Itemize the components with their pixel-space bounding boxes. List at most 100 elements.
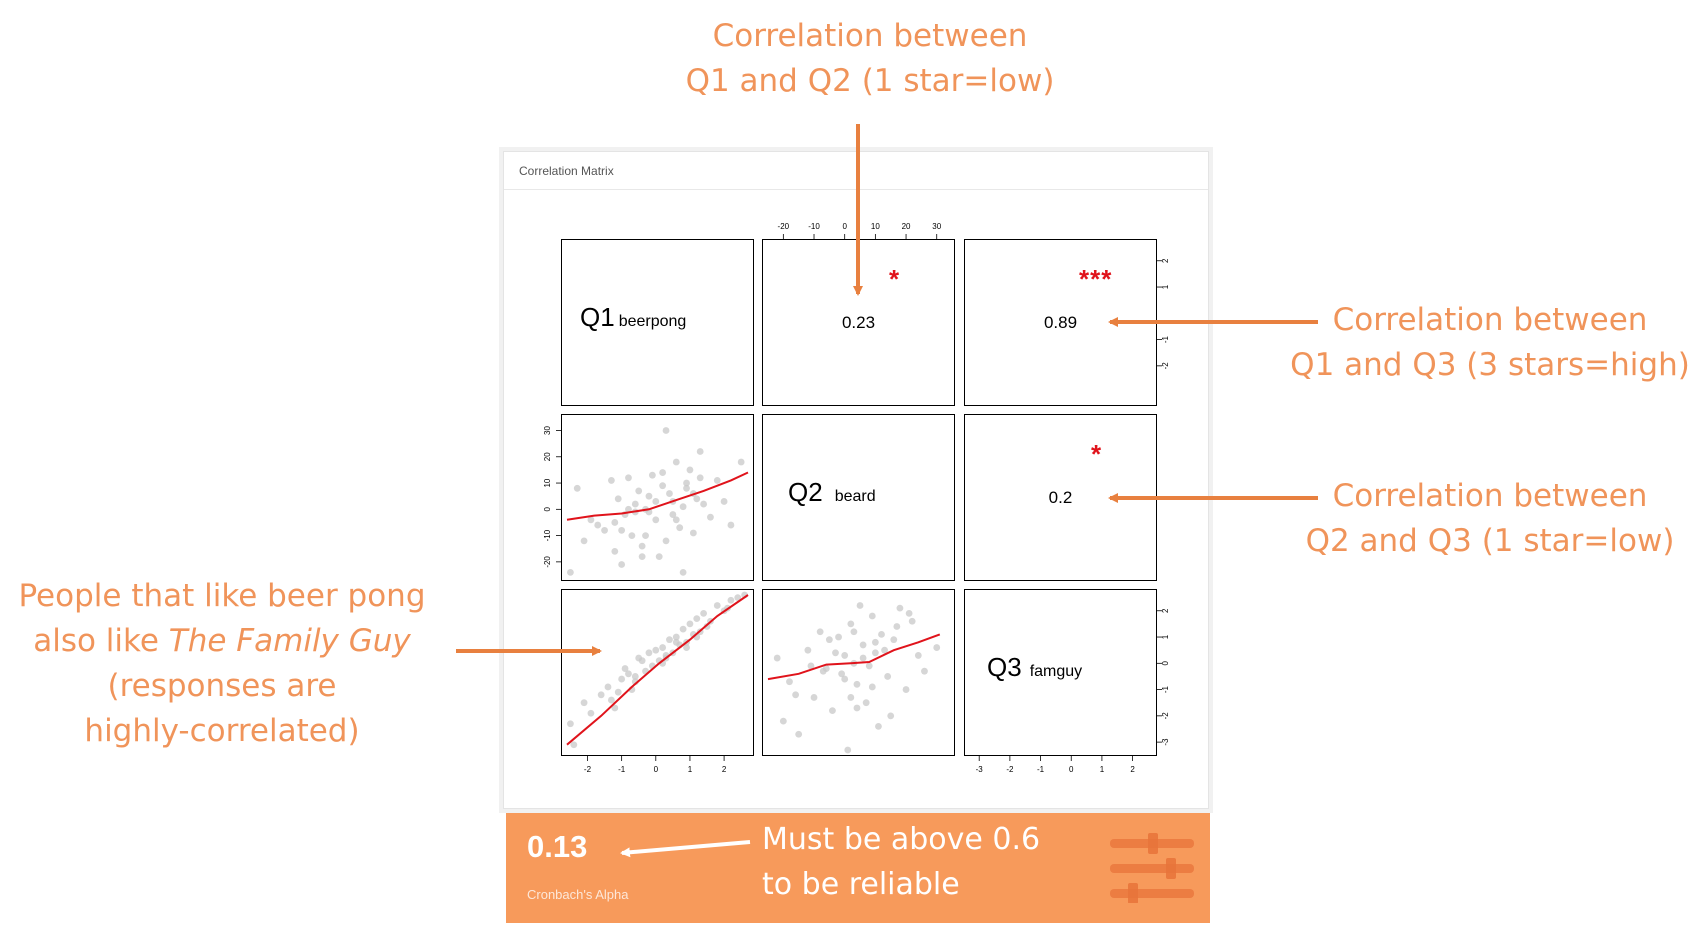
q3-q2-point [844, 746, 852, 754]
arrow-alpha [620, 840, 751, 858]
q3-q2-point [853, 680, 861, 688]
annotation-text: also like [33, 623, 169, 659]
q3-q2-point [878, 631, 885, 638]
q3-q1-point [567, 720, 574, 728]
tick-label: 1 [1100, 765, 1105, 774]
q2-q1-point [707, 513, 714, 521]
q3-q1-point [645, 649, 653, 657]
q3-q2-point [829, 707, 836, 714]
q2-q1-point [662, 427, 670, 434]
q3-q1-point [607, 696, 615, 704]
q2-q1-point [669, 511, 677, 518]
q3-q2-point [832, 649, 839, 657]
significance-stars: *** [1079, 264, 1113, 294]
q2-q1-point [696, 448, 704, 455]
tick-label: -20 [778, 222, 790, 231]
q2-q1-point [676, 524, 684, 532]
var-name: beard [834, 488, 876, 505]
q2-q1-point [648, 471, 656, 479]
tick-label: 0 [543, 507, 552, 512]
q2-q1-point [686, 466, 694, 474]
q2-q1-point [573, 484, 581, 492]
q3-q1-point [727, 596, 735, 604]
q2-q1-loess-line [566, 471, 749, 521]
q2-q1-point [727, 521, 735, 529]
q2-q1-point [587, 516, 595, 524]
q3-q1-point [713, 602, 721, 609]
tick-label: 10 [543, 478, 552, 487]
q2-q1-point [655, 553, 663, 561]
annotation-q1-q3: Correlation between Q1 and Q3 (3 stars=h… [1290, 298, 1690, 388]
var-code: Q1 [580, 302, 615, 332]
correlation-value: 0.23 [841, 313, 876, 332]
q3-q1-loess-line [566, 594, 749, 746]
q2-q1-point [607, 477, 615, 484]
q2-q1-point [679, 503, 687, 511]
q3-q2-point [905, 609, 913, 617]
tick-label: 0 [1069, 765, 1074, 774]
q3-q1-point [638, 657, 646, 665]
q2-q1-point [638, 553, 646, 561]
q3-q1-point [621, 665, 629, 672]
q3-q1-point [683, 644, 690, 651]
significance-stars: * [1091, 439, 1103, 469]
q3-q2-point [871, 638, 879, 646]
q2-q1-point [700, 500, 708, 508]
q2-q1-point [737, 458, 745, 466]
q3-q1-point [659, 644, 667, 651]
var-name: beerpong [618, 313, 687, 330]
q3-q2-point [871, 649, 879, 657]
var-code: Q3 [987, 652, 1022, 682]
tick-label: 20 [902, 222, 911, 231]
q3-q2-point [838, 670, 846, 678]
q3-q2-point [890, 636, 898, 644]
cell-diag-q2: Q2 beard [762, 414, 955, 581]
tick-label: 20 [543, 452, 552, 461]
tick-label: 10 [871, 222, 880, 231]
q3-q1-point [703, 623, 711, 630]
diag-label-q1: Q1 beerpong [580, 302, 686, 333]
q3-q1-point [614, 688, 622, 696]
q2-q1-point [713, 477, 721, 484]
sliders-icon[interactable] [1110, 833, 1194, 903]
q2-q1-point [720, 498, 728, 505]
tick-label: -20 [543, 556, 552, 568]
annotation-line: Correlation between [1332, 478, 1648, 514]
q3-q2-point [865, 662, 873, 670]
q2-q1-point [601, 526, 608, 534]
q3-q1-point [597, 691, 605, 699]
q2-q1-point [580, 537, 588, 545]
tick-label: 0 [842, 222, 847, 231]
q2-q1-point [614, 495, 622, 503]
q3-q1-point [587, 709, 595, 717]
tick-label: -3 [1161, 738, 1170, 746]
q3-q2-point [853, 704, 861, 712]
q2-q1-point [679, 568, 687, 576]
q3-q2-point [850, 628, 858, 636]
annotation-line: (responses are [107, 668, 337, 704]
q2-q1-point [672, 458, 680, 466]
q2-q1-point [696, 474, 704, 482]
tick-label: -3 [976, 765, 984, 774]
tick-label: -2 [1161, 362, 1170, 370]
cell-scatter-q2-q1 [561, 414, 754, 581]
q3-q1-point [611, 704, 619, 712]
q3-q1-point [618, 675, 626, 683]
q2-q1-point [662, 537, 670, 545]
q3-q2-point [902, 686, 910, 693]
correlation-value: 0.2 [1048, 488, 1073, 507]
diag-label-q3: Q3 famguy [987, 652, 1082, 683]
q3-q2-point [786, 678, 793, 686]
q3-q1-point [666, 636, 673, 644]
q3-q1-point [700, 609, 708, 617]
var-code: Q2 [788, 477, 823, 507]
q2-q1-point [652, 516, 660, 524]
alpha-label: Cronbach's Alpha [527, 887, 629, 902]
tick-label: -2 [584, 765, 592, 774]
annotation-show-title: The Family Guy [168, 623, 411, 659]
q3-q1-point [693, 615, 701, 623]
q2-q1-point [672, 516, 680, 524]
q3-q2-point [816, 628, 824, 636]
q2-q1-point [689, 529, 697, 537]
annotation-line: highly-correlated) [84, 713, 360, 749]
